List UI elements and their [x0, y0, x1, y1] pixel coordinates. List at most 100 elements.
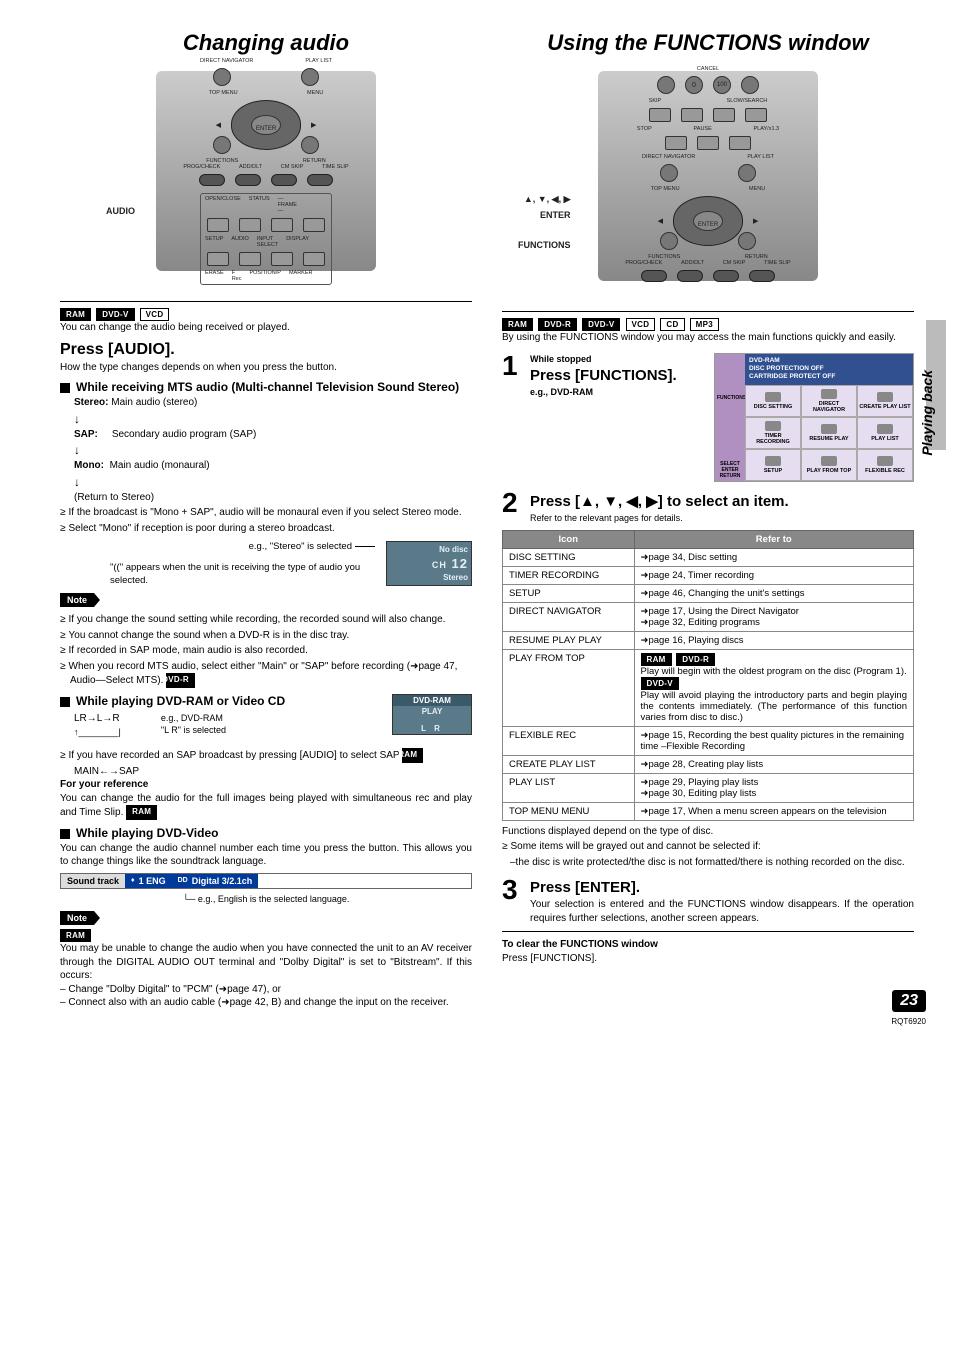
remote-btn [738, 232, 756, 250]
mini-lcd-play: PLAY [393, 706, 471, 717]
remote-btn [738, 164, 756, 182]
tbl-icon: PLAY FROM TOP [503, 649, 635, 726]
remote-btn [697, 136, 719, 150]
badge: RAM [641, 653, 672, 666]
divider [502, 311, 914, 312]
dpad [231, 100, 301, 150]
rl: DIRECT NAVIGATOR [642, 154, 695, 160]
lcd-display: No disc CH 12 Stereo [386, 541, 472, 586]
rl: SKIP [649, 98, 662, 104]
press-audio-sub: How the type changes depends on when you… [60, 361, 472, 375]
bullet: If you change the sound setting while re… [60, 613, 472, 627]
remote-btn [213, 68, 231, 86]
rl: MENU [307, 90, 323, 96]
page-code: RQT6920 [891, 1017, 926, 1026]
remote-btn [213, 136, 231, 154]
press-audio-heading: Press [AUDIO]. [60, 341, 472, 359]
badge: VCD [626, 318, 656, 331]
rl: ENTER [698, 222, 718, 228]
tbl-ref: ➜page 24, Timer recording [634, 566, 913, 584]
remote-btn [199, 174, 225, 186]
enter-btn [693, 211, 723, 231]
soundtrack-format: Digital 3/2.1ch [192, 876, 253, 886]
tbl-icon: SETUP [503, 584, 635, 602]
sap-label: SAP: [74, 429, 98, 440]
rl: TIME SLIP [322, 164, 349, 170]
dvdvideo-text: You can change the audio channel number … [60, 842, 472, 869]
rl: MARKER [289, 270, 313, 282]
remote-btn [729, 136, 751, 150]
badge: CD [660, 318, 684, 331]
rl: ENTER [256, 126, 276, 132]
page-number: 23 [892, 990, 926, 1012]
main-sap: MAIN←→SAP [74, 765, 472, 779]
step3-text: Your selection is entered and the FUNCTI… [530, 898, 914, 925]
rl: TOP MENU [651, 186, 680, 192]
remote-btn: 0 [685, 76, 703, 94]
fw-cell: SETUP [745, 449, 801, 481]
step3-heading: Press [ENTER]. [530, 879, 914, 896]
badge-dvdr: DVD-R [166, 673, 195, 688]
dpad [673, 196, 743, 246]
rl: INPUT SELECT [257, 236, 278, 248]
remote-btn [271, 218, 293, 232]
badge-vcd: VCD [140, 308, 170, 321]
tbl-ref: ➜page 17, Using the Direct Navigator ➜pa… [634, 602, 913, 631]
badge: DVD-V [582, 318, 620, 331]
rl: FRAME [278, 202, 297, 208]
side-tab: Playing back [916, 360, 938, 466]
note-label-1: Note [60, 593, 94, 607]
remote-btn [749, 270, 775, 282]
enter-label: ENTER [518, 207, 571, 223]
rl: PLAY LIST [305, 58, 332, 64]
tbl-icon: CREATE PLAY LIST [503, 755, 635, 773]
rl: SETUP [205, 236, 223, 248]
bullet: When you record MTS audio, select either… [60, 660, 472, 688]
tbl-ref: ➜page 46, Changing the unit's settings [634, 584, 913, 602]
remote-btn [713, 108, 735, 122]
reference-table: Icon Refer to DISC SETTING➜page 34, Disc… [502, 530, 914, 821]
rl: OPEN/CLOSE [205, 196, 241, 214]
rl: MENU [749, 186, 765, 192]
sap-text: Secondary audio program (SAP) [112, 429, 257, 440]
bullet-sub: –the disc is write protected/the disc is… [502, 856, 914, 870]
functions-label: FUNCTIONS [518, 237, 571, 253]
stereo-label: Stereo: [74, 397, 108, 408]
remote-btn [641, 270, 667, 282]
remote-diagram-left: AUDIO DIRECT NAVIGATORPLAY LIST TOP MENU… [156, 71, 376, 271]
lr-sequence: LR→L→R [74, 712, 121, 726]
rl: PLAY LIST [747, 154, 774, 160]
rl: PROG/CHECK [625, 260, 662, 266]
badge: DVD-V [641, 677, 679, 690]
step2-heading: Press [▲, ▼, ◀, ▶] to select an item. [530, 492, 914, 510]
note1-bullets: If you change the sound setting while re… [60, 613, 472, 688]
step2-sub: Refer to the relevant pages for details. [530, 512, 914, 524]
badge: DVD-R [538, 318, 577, 331]
fw-cell: CREATE PLAY LIST [857, 385, 913, 417]
fw-cell: DISC SETTING [745, 385, 801, 417]
remote-btn [741, 76, 759, 94]
tbl-ref: ➜page 29, Playing play lists ➜page 30, E… [634, 773, 913, 802]
remote-btn [660, 164, 678, 182]
tbl-ref: ➜page 28, Creating play lists [634, 755, 913, 773]
fw-side: RETURN [717, 473, 743, 479]
rl: CM SKIP [281, 164, 304, 170]
divider [60, 301, 472, 302]
rl: ERASE [205, 270, 224, 282]
note-label-2: Note [60, 911, 94, 925]
tbl-icon: DIRECT NAVIGATOR [503, 602, 635, 631]
badge-ram: RAM [402, 748, 423, 763]
badge-ram: RAM [60, 308, 91, 321]
tbl-icon: TOP MENU MENU [503, 802, 635, 820]
remote-btn [649, 108, 671, 122]
mini-lcd: DVD-RAM PLAY L R [392, 694, 472, 735]
soundtrack-label: Sound track [61, 874, 125, 888]
rl: TIME SLIP [764, 260, 791, 266]
remote-btn [745, 108, 767, 122]
remote-callout-labels: ▲, ▼, ◀, ▶ ENTER FUNCTIONS [518, 191, 571, 254]
left-title: Changing audio [60, 30, 472, 56]
down-arrow: ↓ [74, 443, 472, 457]
bullet: Select "Mono" if reception is poor durin… [60, 522, 472, 536]
return-stereo: (Return to Stereo) [74, 491, 472, 505]
note2-item: Change "Dolby Digital" to "PCM" (➜page 4… [68, 984, 281, 995]
